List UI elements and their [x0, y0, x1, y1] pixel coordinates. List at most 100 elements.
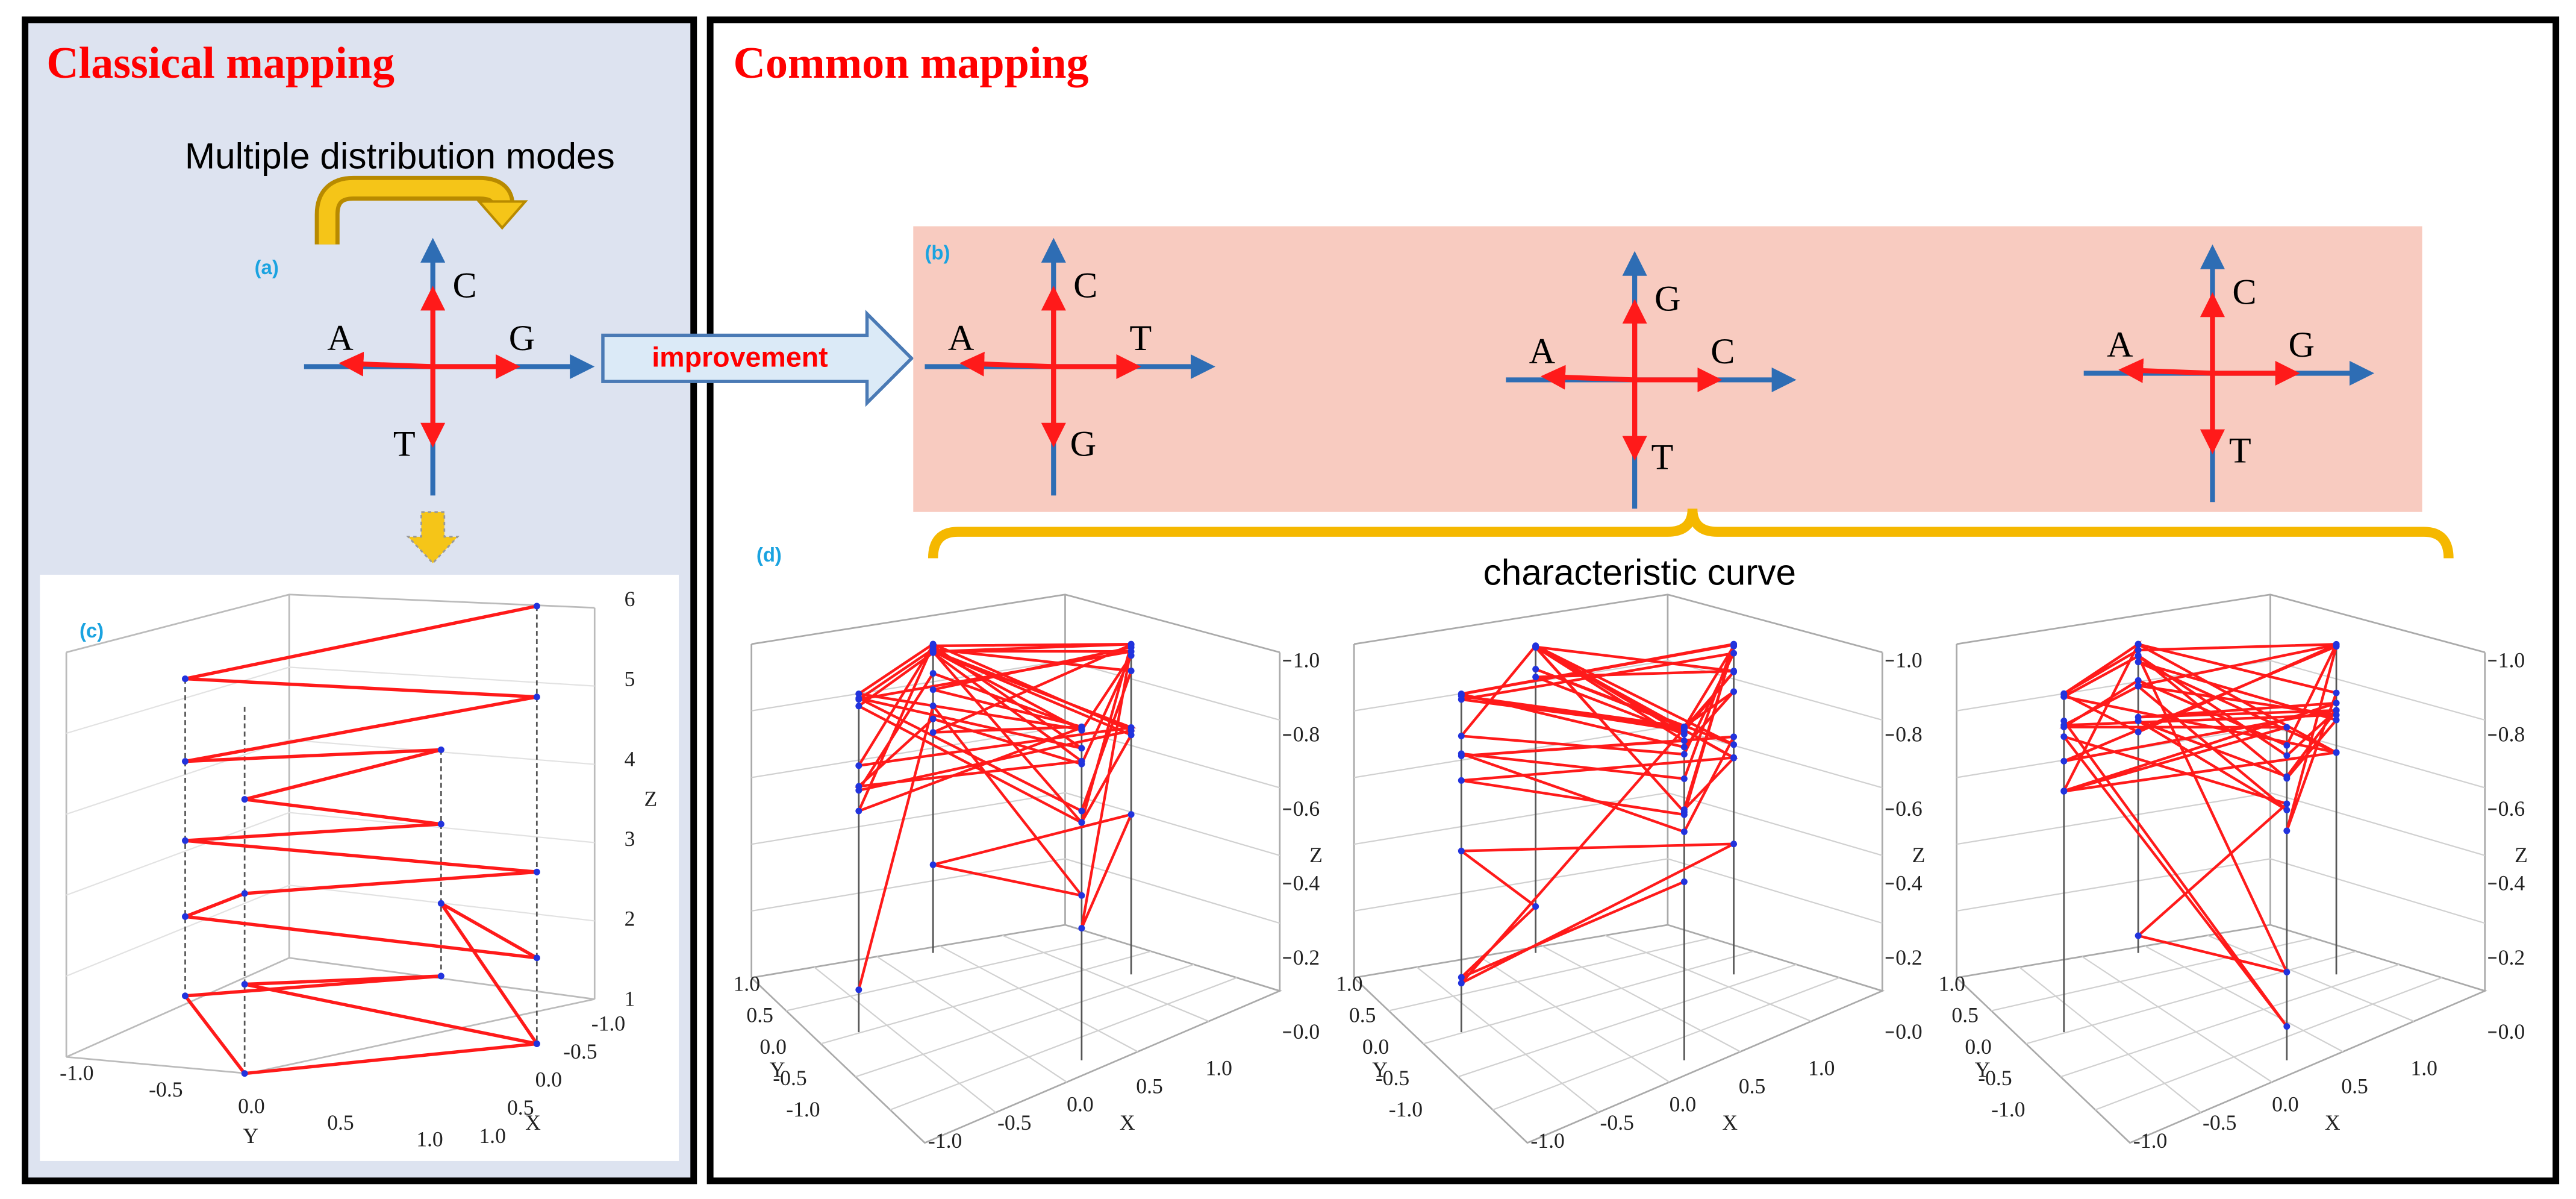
base-letter: C	[2232, 272, 2256, 312]
point	[533, 603, 540, 610]
plot-c-bg	[40, 574, 679, 1161]
z-tick-label: 0.4	[1895, 871, 1923, 895]
point	[929, 729, 937, 736]
caption: characteristic curve	[1483, 551, 1796, 592]
grid-line	[1605, 934, 1812, 1022]
y-tick-label: 1.0	[416, 1127, 443, 1151]
point	[2135, 677, 2142, 684]
point	[1730, 650, 1738, 657]
floor	[750, 924, 1282, 1144]
x-tick-label: 0.0	[1067, 1092, 1094, 1116]
point	[1078, 892, 1085, 899]
x-label: X	[1722, 1110, 1738, 1135]
x-tick-label: -0.5	[997, 1110, 1031, 1135]
z-tick-label: 1.0	[1895, 648, 1923, 672]
point	[241, 796, 248, 803]
y-tick-label: 1.0	[1336, 972, 1363, 996]
y-label: Y	[1975, 1057, 1991, 1082]
base-letter: G	[2289, 325, 2315, 365]
point	[437, 746, 444, 753]
grid-line	[1416, 966, 1599, 1113]
grid-line	[820, 950, 1152, 1045]
z-tick-label: 0.6	[2498, 797, 2525, 821]
z-tick-label: 0.8	[2498, 722, 2525, 747]
grid-line	[1002, 934, 1209, 1022]
y-label: Y	[243, 1124, 258, 1148]
point	[855, 807, 862, 815]
classical-title: Classical mapping	[46, 39, 395, 88]
point	[929, 670, 937, 677]
y-tick-label: -0.5	[1376, 1066, 1409, 1090]
point	[2135, 640, 2142, 648]
point	[1127, 668, 1135, 674]
point	[2283, 968, 2291, 975]
y-tick-label: 0.5	[1951, 1003, 1979, 1027]
x-tick-label: 0.5	[507, 1095, 534, 1119]
x-label: X	[525, 1110, 541, 1135]
y-tick-label: -1.0	[1991, 1097, 2025, 1121]
z-tick-label: 0.8	[1895, 722, 1923, 747]
x-tick-label: -1.0	[1530, 1129, 1564, 1153]
point	[181, 992, 189, 1000]
red-arrow	[1540, 365, 1635, 390]
point	[2135, 932, 2142, 939]
point	[241, 890, 248, 897]
base-letter: G	[1070, 424, 1097, 465]
z-tick-label: 0.0	[2498, 1019, 2525, 1044]
point	[929, 647, 937, 654]
panel-label: (c)	[80, 619, 104, 642]
y-tick-label: -1.0	[786, 1097, 820, 1121]
z-tick-label: 1.0	[2498, 648, 2525, 672]
grid-line	[939, 945, 1138, 1053]
z-label: Z	[644, 787, 657, 811]
point	[533, 954, 540, 962]
z-tick-label: 0.8	[1293, 722, 1320, 747]
grid-line	[814, 966, 997, 1113]
point	[929, 686, 937, 693]
point	[2135, 659, 2142, 666]
point	[1680, 751, 1688, 758]
point	[181, 758, 189, 765]
z-tick-label: 0.4	[1293, 871, 1320, 895]
z-tick-label: 0.0	[1293, 1019, 1320, 1044]
point	[1458, 750, 1465, 757]
point	[1458, 974, 1465, 981]
grid-line	[1423, 950, 1754, 1045]
point	[929, 861, 937, 868]
point	[1680, 775, 1688, 782]
x-tick-label: 0.0	[1670, 1092, 1697, 1116]
z-label: Z	[1309, 843, 1323, 867]
z-tick-label: 0.0	[1895, 1019, 1923, 1044]
z-tick-label: 0.4	[2498, 871, 2525, 895]
grid-line	[1542, 945, 1741, 1053]
point	[2283, 752, 2291, 759]
point	[1458, 696, 1465, 703]
x-tick-label: 1.0	[479, 1124, 506, 1148]
y-label: Y	[770, 1057, 785, 1082]
base-letter: G	[1654, 278, 1681, 319]
point	[181, 837, 189, 844]
point	[1127, 727, 1135, 734]
y-tick-label: -0.5	[1978, 1066, 2012, 1090]
point	[2283, 1023, 2291, 1030]
grid-line	[1492, 977, 1840, 1111]
point	[1730, 668, 1738, 675]
x-label: X	[1120, 1110, 1135, 1135]
z-label: Z	[2515, 843, 2528, 867]
improvement-arrow	[601, 310, 914, 407]
panel-label: (b)	[925, 241, 950, 263]
z-label: Z	[1912, 843, 1926, 867]
red-arrow	[338, 351, 433, 377]
base-letter: T	[1651, 437, 1674, 477]
y-tick-label: 0.0	[238, 1094, 265, 1118]
grid-line	[1956, 858, 2486, 924]
x-tick-label: -1.0	[591, 1011, 625, 1035]
point	[2135, 652, 2142, 659]
base-letter: T	[393, 424, 416, 465]
curved-arrow-head	[476, 200, 528, 230]
z-tick-label: 0.6	[1895, 797, 1923, 821]
z-tick-label: 0.2	[2498, 945, 2525, 969]
point	[855, 986, 862, 994]
point	[437, 821, 444, 828]
note: Multiple distribution modes	[185, 136, 615, 177]
